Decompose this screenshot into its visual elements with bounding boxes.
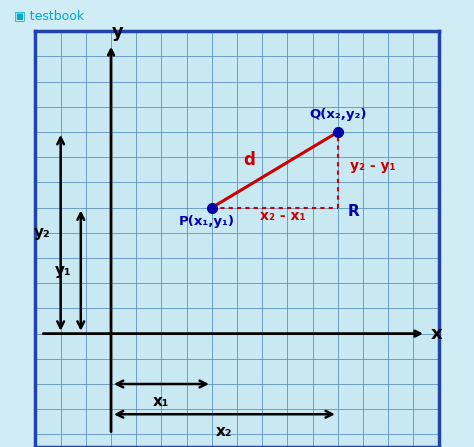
Text: y₂: y₂ — [34, 225, 50, 240]
Text: P(x₁,y₁): P(x₁,y₁) — [179, 215, 235, 228]
Text: x₁: x₁ — [153, 394, 170, 409]
Text: Q(x₂,y₂): Q(x₂,y₂) — [309, 108, 366, 121]
Text: y: y — [111, 23, 123, 42]
Text: x: x — [431, 325, 443, 342]
Text: y₂ - y₁: y₂ - y₁ — [350, 159, 396, 173]
Text: d: d — [244, 151, 255, 169]
Text: x₂: x₂ — [216, 424, 233, 439]
Text: ▣ testbook: ▣ testbook — [14, 9, 84, 22]
Text: y₁: y₁ — [55, 263, 72, 278]
Text: R: R — [348, 204, 360, 219]
Text: x₂ - x₁: x₂ - x₁ — [260, 209, 305, 223]
